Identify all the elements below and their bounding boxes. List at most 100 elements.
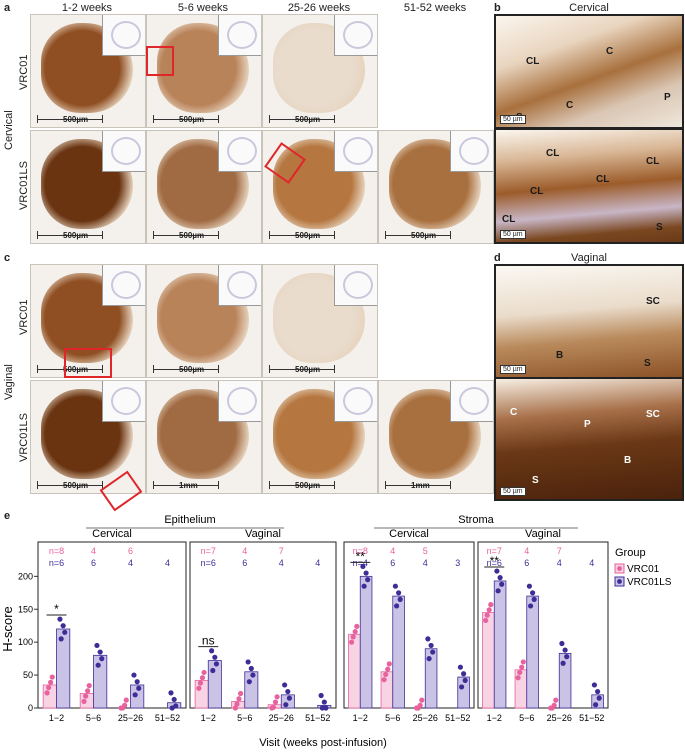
dot-vrc01: [123, 697, 129, 703]
dot-vrc01: [49, 674, 55, 680]
col-header-1: 1-2 weeks: [61, 2, 113, 14]
scale-bar-line: [37, 231, 103, 239]
dot-vrc01ls: [360, 563, 366, 570]
scale-bar-line: [269, 115, 335, 123]
x-tick-label: 1−2: [353, 713, 368, 723]
micro-label: CL: [526, 56, 540, 67]
n-label-vrc01ls: 4: [315, 558, 320, 568]
n-label-vrc01: 4: [91, 546, 96, 556]
scale-bar-line: [385, 481, 451, 489]
dot-vrc01ls: [95, 662, 101, 668]
dot-vrc01ls: [57, 616, 63, 622]
scale-bar-label: 500µm: [63, 365, 89, 374]
dot-vrc01ls: [425, 636, 431, 642]
scale-bar-label: 500µm: [295, 365, 321, 374]
n-label-vrc01ls: 4: [423, 558, 428, 568]
isotype-inset: [102, 265, 145, 306]
tissue-tile: 500µm: [262, 380, 378, 494]
zoom-box-cervical-vrc01: [146, 46, 174, 76]
scale-bar-line: [269, 481, 335, 489]
zoom-box-vaginal-vrc01: [64, 348, 112, 378]
micro-label: B: [556, 350, 564, 361]
n-label-vrc01: 4: [242, 546, 247, 556]
header-stroma: Stroma: [458, 514, 494, 526]
dot-vrc01: [199, 675, 206, 681]
scale-bar-label: 500µm: [63, 231, 89, 240]
inset-section: [111, 21, 141, 49]
dot-vrc01ls: [593, 702, 599, 708]
micro-label: C: [566, 100, 574, 111]
dot-vrc01ls: [394, 603, 400, 609]
dot-vrc01ls: [94, 642, 100, 649]
micro-label: CL: [530, 186, 544, 197]
n-label-vrc01: 4: [524, 546, 529, 556]
tissue-tile: 500µm: [30, 264, 146, 378]
inset-section: [227, 21, 257, 49]
sig-label: **: [356, 549, 366, 563]
n-label-vrc01ls: 3: [455, 558, 460, 568]
inset-section: [227, 387, 257, 415]
inset-section: [459, 387, 489, 415]
micrograph-b-top: CL C C P S 50 µm: [494, 14, 684, 129]
dot-vrc01: [232, 705, 238, 711]
scale-bar-line: [385, 231, 451, 239]
n-label-vrc01ls: 4: [557, 558, 562, 568]
scale-bar-label: 500µm: [295, 115, 321, 124]
dot-vrc01: [553, 697, 559, 703]
scale-bar-label: 500µm: [179, 365, 205, 374]
dot-vrc01: [272, 699, 279, 705]
x-tick-label: 1−2: [201, 713, 216, 723]
x-tick-label: 5−6: [86, 713, 101, 723]
dot-vrc01ls: [171, 696, 177, 703]
dot-vrc01ls: [461, 671, 467, 677]
dot-vrc01: [385, 666, 391, 672]
tissue-tile: 500µm: [378, 130, 494, 244]
dot-vrc01: [236, 696, 242, 702]
inset-section: [343, 387, 373, 415]
dot-vrc01ls: [499, 581, 505, 587]
scale-bar-label: 500µm: [295, 481, 321, 490]
x-tick-label: 25−26: [413, 713, 438, 723]
inset-section: [459, 137, 489, 165]
panel-label-c: c: [4, 252, 11, 264]
dot-vrc01: [484, 612, 490, 618]
isotype-inset: [334, 381, 377, 422]
n-label-vrc01: 6: [128, 546, 133, 556]
inset-section: [227, 271, 257, 299]
panel-label-e: e: [4, 510, 11, 522]
dot-vrc01: [520, 659, 526, 665]
dot-vrc01: [196, 685, 202, 691]
scale-bar-label: 1mm: [411, 481, 430, 490]
dot-vrc01ls: [97, 649, 103, 655]
dot-vrc01ls: [282, 682, 288, 688]
n-label-vrc01ls: n=6: [201, 558, 216, 568]
scale-bar-label: 500µm: [411, 231, 437, 240]
tissue-tile: 500µm: [30, 380, 146, 494]
facet-frame: [343, 541, 475, 709]
dot-vrc01ls: [361, 583, 367, 589]
isotype-inset: [334, 15, 377, 56]
dot-vrc01ls: [396, 590, 402, 596]
dot-vrc01: [486, 607, 492, 613]
micrograph-b-bottom: CL CL CL CL CL S 50 µm: [494, 128, 684, 244]
tissue-tile: 500µm: [262, 14, 378, 128]
scale-bar-line: [153, 231, 219, 239]
dot-vrc01: [352, 629, 358, 635]
dot-vrc01ls: [319, 705, 325, 711]
dot-vrc01ls: [132, 692, 138, 698]
scale-bar-line: [269, 231, 335, 239]
header-vaginal: Vaginal: [245, 528, 281, 540]
section-label-cervical: Cervical: [3, 110, 15, 150]
scale-bar-line: [37, 481, 103, 489]
dot-vrc01: [122, 702, 128, 708]
dot-vrc01ls: [459, 684, 465, 690]
micro-label: CL: [502, 214, 516, 225]
dot-vrc01: [350, 634, 356, 640]
dot-vrc01: [551, 702, 557, 708]
dot-vrc01ls: [58, 636, 64, 642]
micro-label: S: [644, 358, 651, 369]
dot-vrc01: [386, 661, 392, 667]
micro-label: S: [656, 222, 663, 233]
col-header-4: 51-52 weeks: [403, 2, 467, 14]
isotype-inset: [450, 381, 493, 422]
